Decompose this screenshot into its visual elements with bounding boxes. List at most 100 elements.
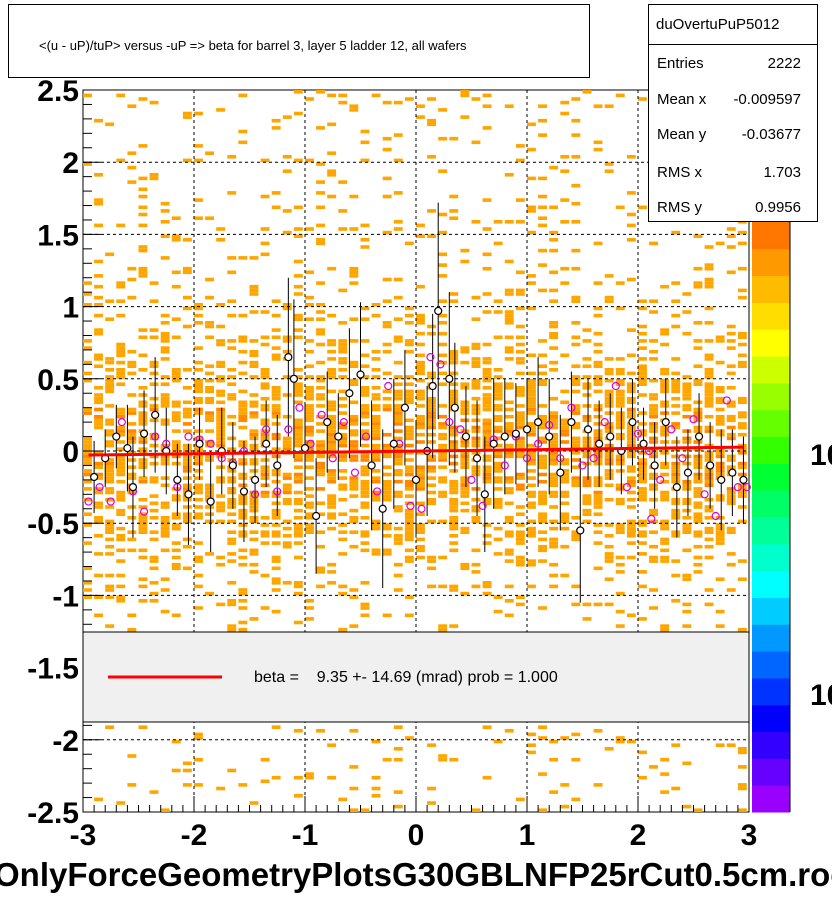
histogram-cell — [427, 422, 436, 426]
histogram-cell — [194, 303, 203, 307]
histogram-cell — [316, 360, 325, 365]
histogram-cell — [271, 512, 281, 516]
histogram-cell — [737, 750, 747, 755]
histogram-cell — [693, 382, 703, 386]
histogram-cell — [682, 386, 692, 390]
histogram-cell — [260, 490, 270, 495]
stat-value: 1.703 — [763, 164, 801, 181]
histogram-cell — [371, 786, 381, 791]
histogram-cell — [393, 447, 403, 451]
histogram-cell — [404, 595, 414, 599]
histogram-cell — [615, 396, 625, 401]
histogram-cell — [94, 396, 103, 401]
histogram-cell — [416, 476, 425, 480]
x-tick-label: -2 — [181, 819, 208, 852]
histogram-cell — [360, 516, 370, 520]
histogram-cell — [194, 505, 203, 509]
histogram-cell — [538, 454, 547, 459]
histogram-cell — [94, 303, 103, 307]
histogram-cell — [382, 497, 392, 502]
y-tick-label: -2.5 — [27, 797, 79, 830]
histogram-cell — [171, 414, 181, 419]
histogram-cell — [560, 400, 570, 405]
histogram-cell — [460, 248, 470, 253]
histogram-cell — [449, 624, 459, 628]
histogram-cell — [704, 544, 714, 549]
histogram-cell — [338, 100, 348, 105]
histogram-cell — [138, 223, 148, 228]
histogram-cell — [216, 432, 226, 437]
histogram-cell — [549, 324, 559, 329]
histogram-cell — [83, 407, 92, 412]
histogram-cell — [704, 469, 714, 473]
histogram-cell — [515, 602, 525, 607]
histogram-cell — [582, 479, 592, 484]
histogram-cell — [449, 497, 459, 502]
histogram-cell — [171, 541, 181, 545]
histogram-cell — [438, 252, 448, 257]
histogram-cell — [138, 386, 148, 390]
histogram-cell — [693, 487, 703, 491]
histogram-cell — [693, 808, 703, 812]
profile-point — [672, 483, 681, 492]
histogram-cell — [460, 407, 470, 412]
histogram-cell — [293, 794, 303, 798]
histogram-cell — [327, 400, 337, 405]
histogram-cell — [549, 396, 559, 401]
histogram-cell — [293, 418, 303, 423]
histogram-cell — [660, 541, 670, 545]
histogram-cell — [538, 104, 547, 108]
histogram-cell — [282, 414, 292, 419]
histogram-cell — [604, 393, 614, 397]
histogram-cell — [238, 129, 248, 134]
histogram-cell — [160, 530, 170, 534]
histogram-cell — [216, 375, 226, 379]
histogram-cell — [393, 804, 403, 809]
histogram-cell — [504, 548, 514, 553]
histogram-cell — [638, 497, 647, 502]
histogram-cell — [260, 432, 270, 437]
histogram-cell — [94, 295, 103, 300]
histogram-cell — [404, 313, 414, 318]
histogram-cell — [305, 270, 314, 275]
histogram-cell — [149, 364, 159, 368]
histogram-cell — [449, 382, 459, 386]
histogram-cell — [360, 389, 370, 394]
histogram-cell — [305, 617, 314, 621]
histogram-cell — [116, 595, 126, 599]
histogram-cell — [305, 349, 314, 354]
histogram-cell — [427, 432, 436, 437]
histogram-cell — [305, 227, 314, 231]
histogram-cell — [360, 158, 370, 163]
histogram-cell — [549, 425, 559, 430]
histogram-cell — [382, 526, 392, 531]
histogram-cell — [593, 364, 603, 368]
histogram-cell — [260, 494, 270, 498]
palette-swatch — [752, 785, 790, 813]
histogram-cell — [127, 465, 137, 469]
histogram-cell — [560, 353, 570, 358]
histogram-cell — [116, 490, 126, 495]
histogram-cell — [127, 754, 137, 758]
histogram-cell — [305, 606, 314, 610]
histogram-cell — [416, 487, 425, 491]
histogram-cell — [260, 523, 270, 527]
y-tick-label: 2 — [62, 147, 79, 180]
histogram-cell — [693, 512, 703, 516]
histogram-cell — [316, 414, 325, 419]
histogram-cell — [626, 191, 636, 195]
histogram-cell — [305, 476, 314, 480]
alt-point — [678, 454, 687, 463]
histogram-cell — [382, 321, 392, 325]
histogram-cell — [449, 292, 459, 296]
histogram-cell — [449, 469, 459, 473]
histogram-cell — [127, 180, 137, 184]
histogram-cell — [693, 425, 703, 430]
histogram-cell — [438, 432, 448, 437]
histogram-cell — [615, 501, 625, 506]
palette-swatch — [752, 624, 790, 652]
histogram-cell — [715, 400, 725, 405]
histogram-cell — [527, 451, 536, 455]
histogram-cell — [416, 548, 425, 553]
